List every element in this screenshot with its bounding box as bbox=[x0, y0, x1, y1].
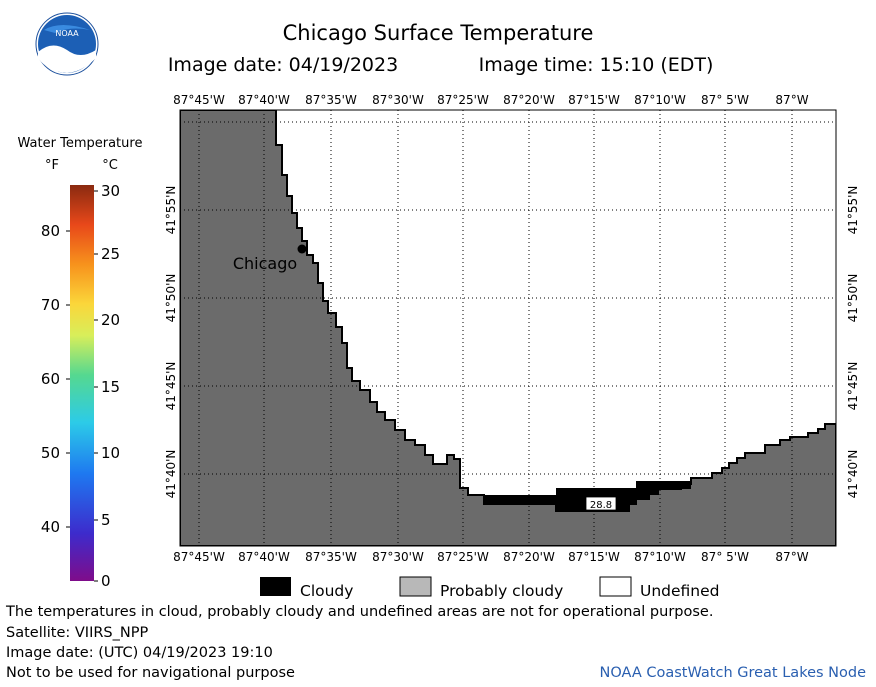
cloud-region bbox=[484, 481, 691, 511]
lon-label-top: 87°10'W bbox=[634, 93, 686, 107]
scale-c-tick: 20 bbox=[101, 311, 120, 329]
scale-c-tick: 30 bbox=[101, 182, 120, 200]
lon-label-top: 87°15'W bbox=[568, 93, 620, 107]
legend-probably-cloudy-label: Probably cloudy bbox=[440, 582, 563, 600]
lon-label-top: 87°25'W bbox=[437, 93, 489, 107]
temperature-box bbox=[585, 496, 617, 511]
scale-c-tick: 15 bbox=[101, 378, 120, 396]
legend-cloudy-label: Cloudy bbox=[300, 582, 353, 600]
lon-label-bottom: 87°25'W bbox=[437, 550, 489, 564]
noaa-logo-text: NOAA bbox=[55, 29, 79, 38]
page-title: Chicago Surface Temperature bbox=[283, 21, 594, 45]
lon-label-top: 87°35'W bbox=[305, 93, 357, 107]
lat-label-right: 41°45'N bbox=[846, 362, 860, 411]
noaa-logo-icon: NOAA bbox=[35, 12, 99, 76]
lon-label-bottom: 87°10'W bbox=[634, 550, 686, 564]
legend-probably-cloudy-swatch bbox=[399, 576, 432, 597]
lat-label-left: 41°55'N bbox=[164, 186, 178, 235]
lon-label-bottom: 87°20'W bbox=[503, 550, 555, 564]
lon-label-bottom: 87° 5'W bbox=[701, 550, 749, 564]
scale-f-tick: 70 bbox=[41, 296, 60, 314]
map-legend: Cloudy Probably cloudy Undefined bbox=[260, 576, 720, 600]
latitude-labels-right: 41°55'N 41°50'N 41°45'N 41°40'N bbox=[846, 186, 860, 499]
city-label: Chicago bbox=[233, 254, 297, 273]
scale-c-tick: 25 bbox=[101, 245, 120, 263]
map-area: 28.8 Chicago bbox=[179, 109, 837, 547]
lat-label-right: 41°40'N bbox=[846, 450, 860, 499]
scale-unit-f: °F bbox=[45, 158, 59, 173]
legend-undefined-label: Undefined bbox=[640, 582, 720, 600]
lat-label-left: 41°50'N bbox=[164, 274, 178, 323]
scale-unit-c: °C bbox=[102, 158, 118, 173]
lat-label-left: 41°45'N bbox=[164, 362, 178, 411]
lon-label-top: 87° 5'W bbox=[701, 93, 749, 107]
scale-c-tick: 5 bbox=[101, 511, 111, 529]
footer-utc-date: Image date: (UTC) 04/19/2023 19:10 bbox=[6, 645, 273, 661]
footer-credit: NOAA CoastWatch Great Lakes Node bbox=[600, 665, 867, 681]
lon-label-top: 87°20'W bbox=[503, 93, 555, 107]
lat-label-right: 41°55'N bbox=[846, 186, 860, 235]
scale-f-tick: 40 bbox=[41, 518, 60, 536]
city-marker bbox=[297, 244, 307, 254]
scale-f-tick: 50 bbox=[41, 444, 60, 462]
scale-c-tick: 10 bbox=[101, 444, 120, 462]
lon-label-top: 87°W bbox=[775, 93, 808, 107]
lon-label-bottom: 87°45'W bbox=[173, 550, 225, 564]
lat-label-left: 41°40'N bbox=[164, 450, 178, 499]
lon-label-bottom: 87°30'W bbox=[372, 550, 424, 564]
temperature-value: 28.8 bbox=[590, 500, 612, 511]
lon-label-top: 87°45'W bbox=[173, 93, 225, 107]
lon-label-bottom: 87°15'W bbox=[568, 550, 620, 564]
scale-c-tick: 0 bbox=[101, 572, 111, 590]
lon-label-bottom: 87°W bbox=[775, 550, 808, 564]
lon-label-top: 87°40'W bbox=[238, 93, 290, 107]
footer-navigation-warning: Not to be used for navigational purpose bbox=[6, 665, 295, 681]
longitude-labels-top: 87°45'W 87°40'W 87°35'W 87°30'W 87°25'W 87°20… bbox=[173, 93, 809, 107]
color-scale-bar bbox=[70, 185, 94, 581]
map-frame bbox=[179, 109, 837, 547]
legend-cloudy-swatch bbox=[260, 577, 291, 596]
image-time: Image time: 15:10 (EDT) bbox=[479, 54, 714, 76]
lon-label-bottom: 87°40'W bbox=[238, 550, 290, 564]
latitude-labels-left: 41°55'N 41°50'N 41°45'N 41°40'N bbox=[164, 186, 178, 499]
land-mass bbox=[180, 110, 836, 546]
longitude-labels-bottom: 87°45'W 87°40'W 87°35'W 87°30'W 87°25'W 87°20… bbox=[173, 550, 809, 564]
lat-label-right: 41°50'N bbox=[846, 274, 860, 323]
scale-title: Water Temperature bbox=[18, 136, 143, 151]
image-date: Image date: 04/19/2023 bbox=[168, 54, 398, 76]
scale-f-tick: 60 bbox=[41, 370, 60, 388]
scale-f-tick: 80 bbox=[41, 222, 60, 240]
lon-label-bottom: 87°35'W bbox=[305, 550, 357, 564]
legend-undefined-swatch bbox=[599, 576, 632, 597]
map-grid bbox=[180, 110, 836, 546]
footer-satellite: Satellite: VIIRS_NPP bbox=[6, 625, 148, 641]
lon-label-top: 87°30'W bbox=[372, 93, 424, 107]
footer-disclaimer: The temperatures in cloud, probably clou… bbox=[5, 604, 713, 620]
